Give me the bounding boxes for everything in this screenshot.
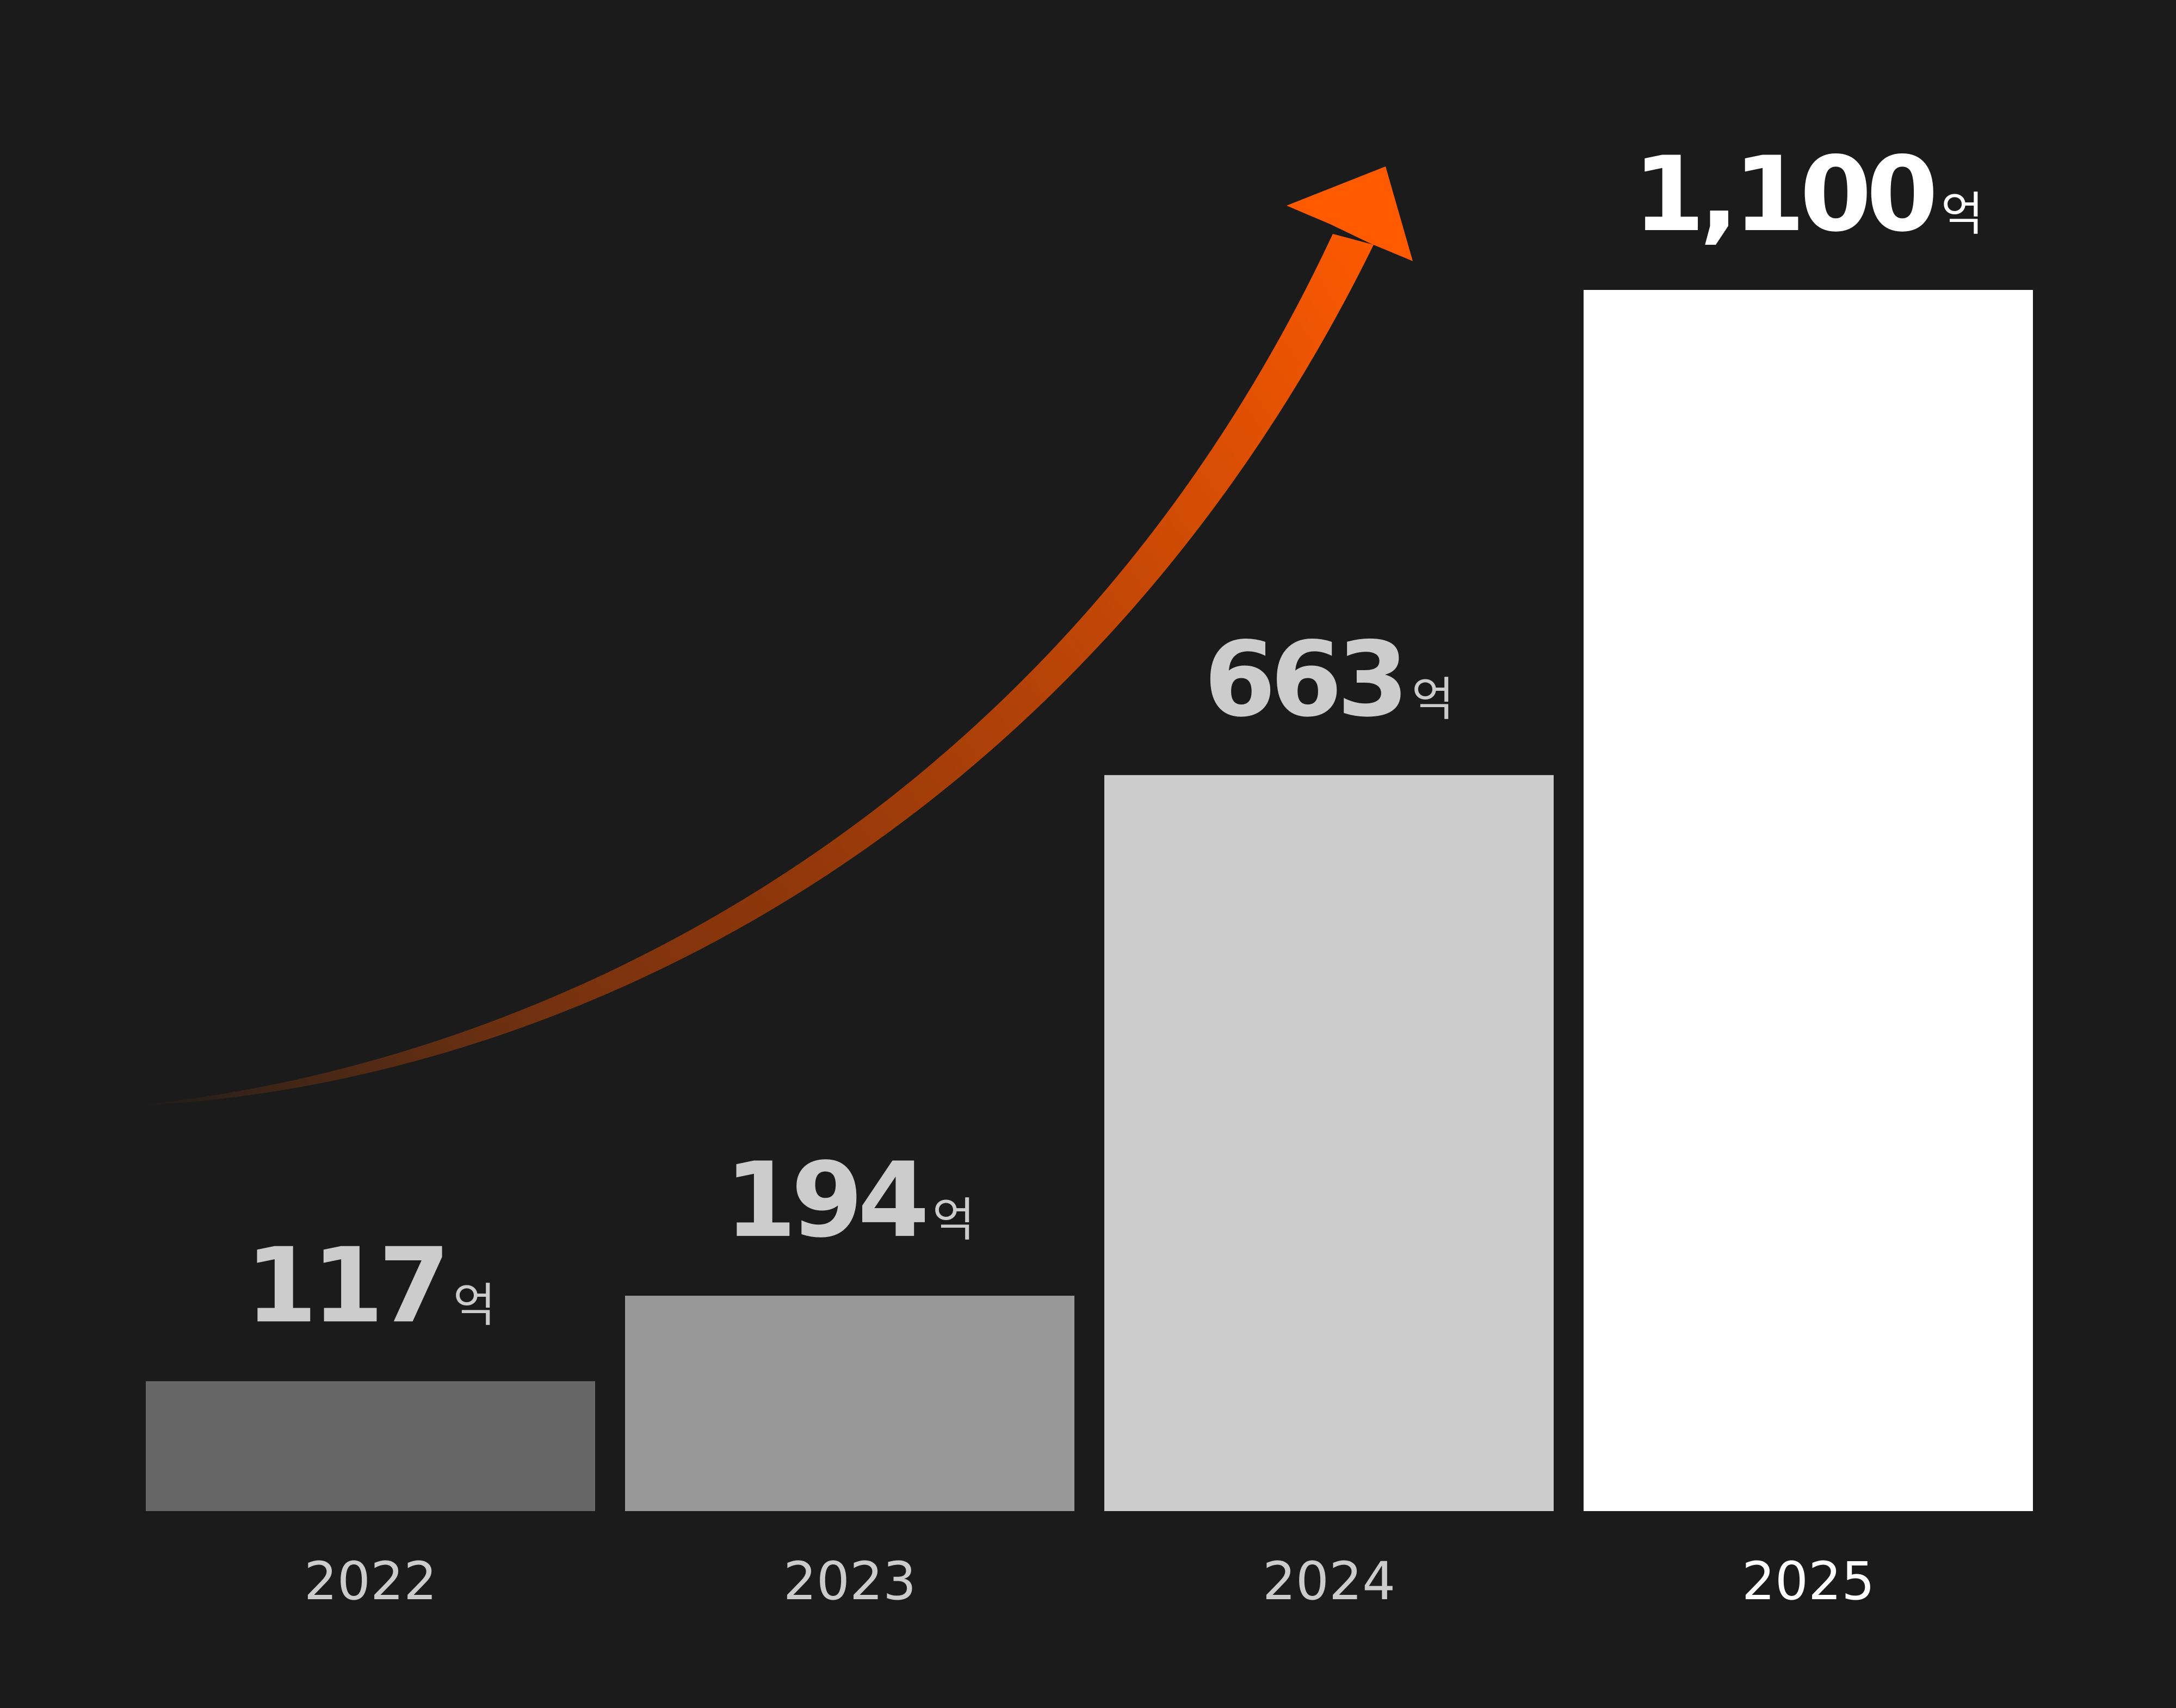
value-unit: 억 [1941, 188, 1983, 242]
value-unit: 억 [932, 1193, 975, 1247]
bar [1584, 290, 2033, 1511]
value-label: 663 억 [1204, 620, 1454, 740]
value-unit: 억 [1412, 673, 1454, 727]
arrow-head [1287, 166, 1413, 261]
value-number: 663 [1204, 620, 1404, 740]
value-unit: 억 [453, 1279, 496, 1333]
bar [625, 1296, 1074, 1511]
bar [1104, 775, 1554, 1511]
x-tick-label: 2023 [783, 1551, 916, 1612]
x-tick-label: 2025 [1742, 1551, 1875, 1612]
value-number: 1,100 [1633, 134, 1934, 255]
value-label: 1,100 억 [1633, 134, 1983, 255]
value-label: 117 억 [245, 1226, 496, 1346]
bar [146, 1381, 595, 1511]
value-number: 117 [245, 1226, 445, 1346]
value-label: 194 억 [725, 1140, 975, 1260]
x-tick-label: 2024 [1263, 1551, 1395, 1612]
value-number: 194 [725, 1140, 925, 1260]
x-tick-label: 2022 [304, 1551, 437, 1612]
